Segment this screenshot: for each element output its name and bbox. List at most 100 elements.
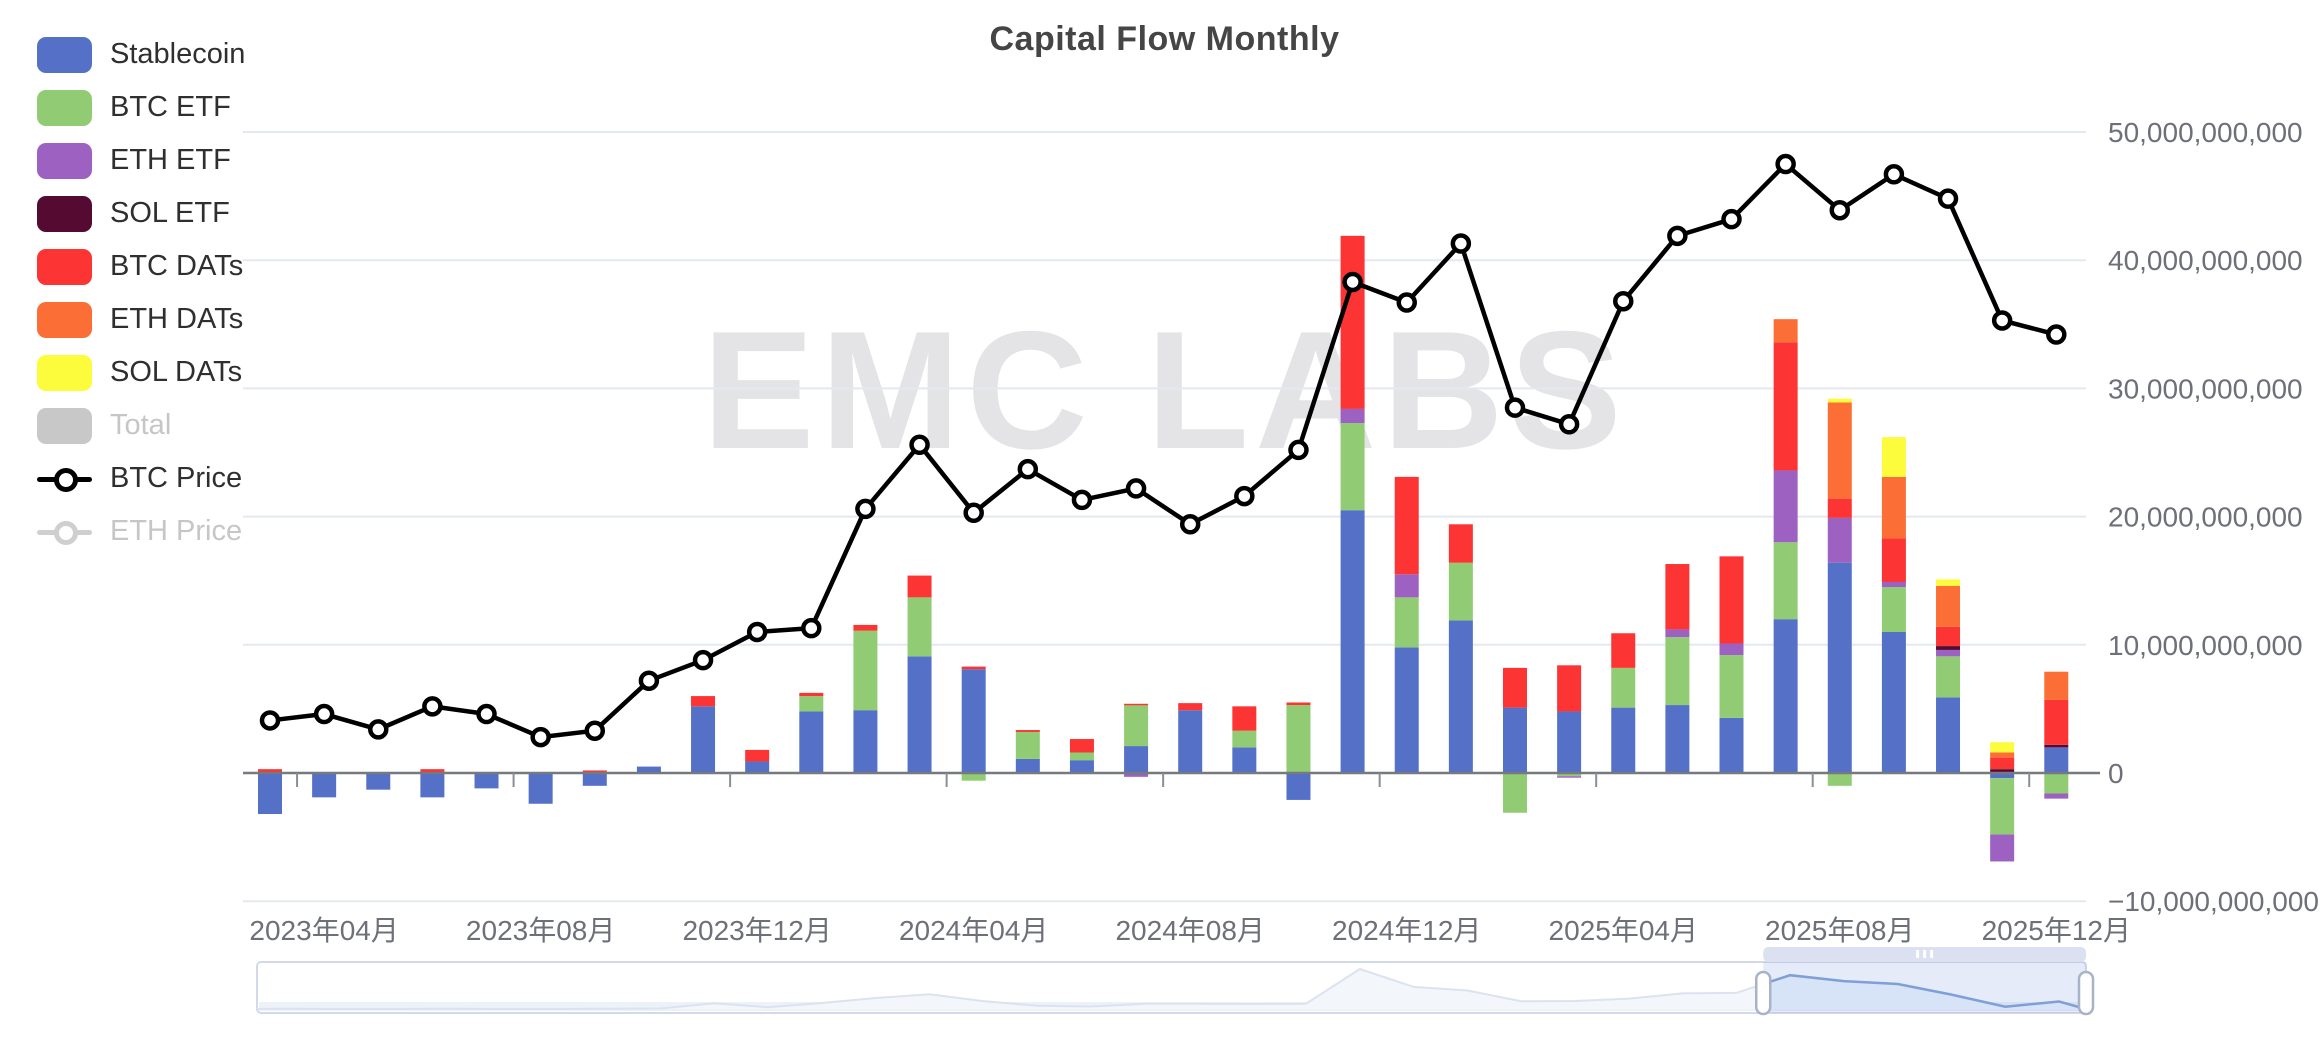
bar-segment-btc-etf-2024-06 [1069,752,1094,761]
bar-segment-btc-etf-2025-07 [1773,542,1798,620]
bar-segment-btc-dats-2025-06 [1719,556,1744,644]
bar-segment-btc-dats-2025-07 [1773,342,1798,471]
bar-segment-stablecoin-2024-03 [907,656,932,773]
bar-segment-btc-dats-2025-12 [2044,699,2069,745]
bar-segment-stablecoin-2025-02 [1502,707,1527,773]
line-marker-2024-05 [1017,458,1039,480]
line-marker-2024-12 [1396,292,1417,313]
bar-segment-sol-dats-2025-10 [1936,579,1961,586]
legend-item-sol-dats[interactable]: SOL DATs [37,346,245,399]
legend-item-btc-price[interactable]: BTC Price [37,452,245,505]
bar-segment-btc-etf-2025-09 [1881,587,1906,632]
bar-segment-btc-dats-2024-09 [1232,706,1257,731]
bar-segment-eth-etf-2025-12 [2044,793,2069,799]
bar-segment-btc-dats-2023-03 [258,769,282,773]
legend: Stablecoin BTC ETF ETH ETF SOL ETF BTC DATs E… [37,28,245,558]
bar-segment-eth-etf-2025-09 [1881,581,1906,588]
bar-segment-stablecoin-2025-08 [1827,562,1852,773]
x-axis-label: 2023年08月 [466,915,615,946]
line-marker-2024-02 [855,498,876,520]
line-marker-2025-07 [1775,153,1796,175]
legend-label: ETH DATs [110,303,244,335]
bar-segment-stablecoin-2023-04 [312,773,337,798]
line-marker-2025-11 [1991,310,2013,331]
legend-item-eth-etf[interactable]: ETH ETF [37,134,245,187]
legend-swatch-icon [37,195,92,232]
y-axis-label: 10,000,000,000 [2108,630,2303,661]
bar-segment-stablecoin-2024-02 [853,710,878,773]
line-marker-2023-04 [313,703,335,725]
bar-segment-btc-etf-2024-12 [1394,597,1419,648]
bar-segment-eth-etf-2025-10 [1936,649,1961,657]
x-axis-label: 2025年12月 [1982,915,2131,946]
bar-segment-btc-etf-2024-04 [961,773,986,781]
bar-segment-stablecoin-2023-09 [582,773,607,786]
bar-segment-stablecoin-2025-04 [1611,707,1636,773]
bar-segment-stablecoin-2025-01 [1448,620,1473,773]
bar-segment-btc-etf-2025-06 [1719,655,1744,718]
bar-segment-btc-etf-2025-01 [1448,562,1473,621]
bar-segment-eth-etf-2025-11 [1990,834,2015,862]
bar-segment-stablecoin-2025-07 [1773,619,1798,773]
navigator-left-handle[interactable] [1754,970,1772,1016]
bar-segment-btc-etf-2025-11 [1990,778,2015,835]
x-axis-label: 2023年12月 [682,915,831,946]
y-axis-label: 0 [2108,758,2124,789]
line-marker-2023-10 [638,670,660,691]
btc-price-line [269,161,2057,740]
bar-segment-sol-dats-2025-11 [1990,742,2015,753]
bar-segment-btc-dats-2024-11 [1340,235,1365,409]
bar-segment-stablecoin-2023-11 [691,706,716,773]
navigator-right-handle[interactable] [2077,970,2095,1016]
bar-segment-eth-etf-2025-06 [1719,643,1744,656]
bar-segment-stablecoin-2025-10 [1936,697,1961,773]
x-axis-label: 2025年08月 [1765,915,1914,946]
line-marker-2025-03 [1558,414,1580,435]
bar-segment-btc-etf-2024-03 [907,597,932,657]
bar-segment-btc-dats-2025-11 [1990,757,2015,770]
bar-segment-stablecoin-2025-06 [1719,717,1744,773]
legend-item-total[interactable]: Total [37,399,245,452]
legend-item-stablecoin[interactable]: Stablecoin [37,28,245,81]
bar-segment-eth-etf-2025-07 [1773,470,1798,543]
bar-segment-sol-dats-2025-09 [1881,437,1906,477]
line-marker-2025-02 [1504,397,1526,418]
line-marker-2024-07 [1125,478,1147,499]
bar-segment-btc-dats-2024-12 [1394,476,1419,575]
legend-item-btc-dats[interactable]: BTC DATs [37,240,245,293]
legend-item-sol-etf[interactable]: SOL ETF [37,187,245,240]
legend-item-eth-price[interactable]: ETH Price [37,505,245,558]
bar-segment-btc-dats-2023-09 [582,770,607,773]
legend-label: BTC DATs [110,250,244,282]
bar-segment-stablecoin-2023-08 [528,773,553,804]
bar-segment-btc-dats-2024-04 [961,666,986,670]
bar-segment-btc-dats-2023-12 [745,749,770,762]
navigator-line-in [1763,973,2087,1011]
line-marker-2024-06 [1071,489,1093,511]
bar-segment-btc-dats-2025-09 [1881,538,1906,582]
bar-segment-btc-etf-2025-03 [1557,773,1582,777]
bar-segment-btc-etf-2024-05 [1015,731,1040,759]
line-marker-2025-06 [1721,208,1742,230]
line-marker-2025-08 [1829,199,1851,221]
legend-item-btc-etf[interactable]: BTC ETF [37,81,245,134]
bar-segment-stablecoin-2025-03 [1557,711,1582,773]
bar-segment-btc-etf-2025-05 [1665,637,1690,706]
line-marker-2024-03 [909,434,930,456]
bar-segment-stablecoin-2024-08 [1178,710,1203,773]
bar-segment-btc-dats-2024-06 [1069,739,1094,753]
legend-label: SOL DATs [110,356,243,388]
legend-swatch-icon [37,301,92,338]
bar-segment-btc-dats-2024-08 [1178,703,1203,711]
line-marker-2025-10 [1937,188,1959,209]
legend-swatch-icon [37,36,92,73]
bar-segment-btc-etf-2024-07 [1124,705,1149,747]
bar-segment-sol-etf-2025-12 [2044,744,2069,748]
bar-segment-stablecoin-2024-05 [1015,758,1040,773]
bar-segment-stablecoin-2024-11 [1340,510,1365,773]
bar-segment-btc-etf-2025-04 [1611,667,1636,708]
legend-label: ETH Price [110,515,243,547]
legend-item-eth-dats[interactable]: ETH DATs [37,293,245,346]
bar-segment-btc-dats-2024-07 [1124,703,1149,706]
